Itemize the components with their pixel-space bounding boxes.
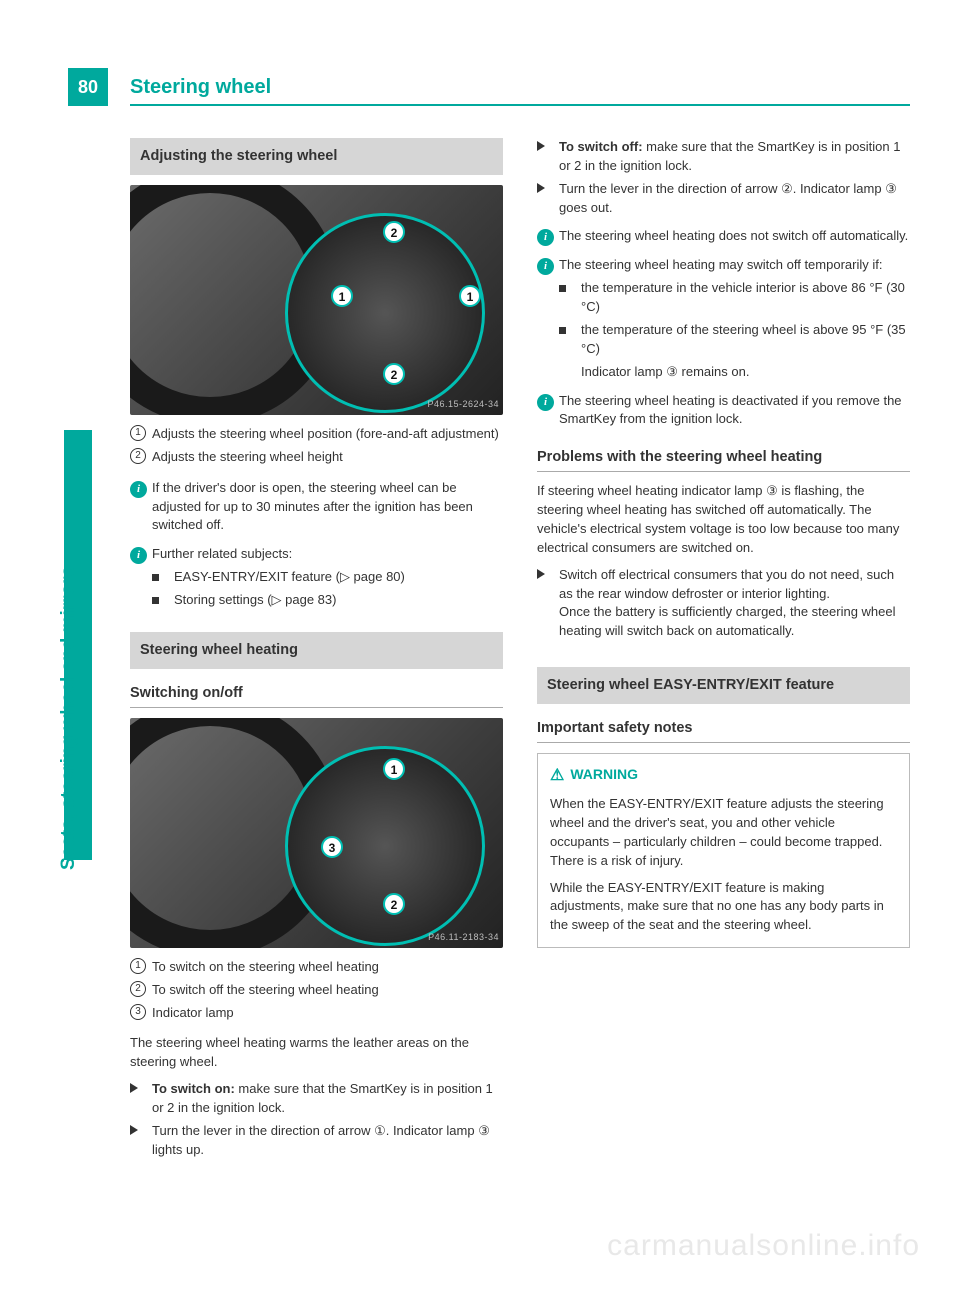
definition-list: 1 To switch on the steering wheel heatin…	[130, 958, 503, 1023]
sub-heading: Switching on/off	[130, 683, 503, 708]
info-item: i The steering wheel heating is deactiva…	[537, 392, 910, 430]
illustration-ref: P46.15-2624-34	[427, 398, 499, 411]
list-item: 1 Adjusts the steering wheel position (f…	[130, 425, 503, 444]
info-text: If the driver's door is open, the steeri…	[152, 479, 503, 536]
list-text: To switch on the steering wheel heating	[152, 958, 503, 977]
info-icon: i	[537, 258, 554, 275]
info-icon: i	[537, 394, 554, 411]
warning-icon: ⚠	[550, 764, 564, 787]
list-item: 3 Indicator lamp	[130, 1004, 503, 1023]
content-columns: Adjusting the steering wheel 1 2 1 2 P46…	[130, 138, 910, 1164]
body-text: If steering wheel heating indicator lamp…	[537, 482, 910, 557]
step-item: To switch on: make sure that the SmartKe…	[130, 1080, 503, 1118]
bullet-icon	[559, 327, 566, 334]
info-icon: i	[537, 229, 554, 246]
list-text: To switch off the steering wheel heating	[152, 981, 503, 1000]
side-section-label: Seats, steering wheel and mirrors	[55, 566, 83, 870]
step-item: Turn the lever in the direction of arrow…	[537, 180, 910, 218]
callout-2b: 2	[383, 363, 405, 385]
callout-marker: 2	[130, 448, 146, 464]
info-text: Further related subjects:	[152, 545, 503, 564]
step-text: To switch off: make sure that the SmartK…	[559, 138, 910, 176]
info-icon: i	[130, 481, 147, 498]
step-item: Switch off electrical consumers that you…	[537, 566, 910, 641]
info-text: The steering wheel heating may switch of…	[559, 256, 910, 275]
step-text: Turn the lever in the direction of arrow…	[152, 1122, 503, 1160]
callout-1: 1	[383, 758, 405, 780]
definition-list: 1 Adjusts the steering wheel position (f…	[130, 425, 503, 467]
watermark: carmanualsonline.info	[607, 1224, 920, 1268]
callout-marker: 2	[130, 981, 146, 997]
step-icon	[537, 569, 545, 579]
warning-text: When the EASY-ENTRY/EXIT feature adjusts…	[550, 795, 897, 870]
list-item: 1 To switch on the steering wheel heatin…	[130, 958, 503, 977]
left-column: Adjusting the steering wheel 1 2 1 2 P46…	[130, 138, 503, 1164]
list-text: Indicator lamp	[152, 1004, 503, 1023]
callout-1b: 1	[459, 285, 481, 307]
right-column: To switch off: make sure that the SmartK…	[537, 138, 910, 1164]
manual-page: carmanualsonline.info 80 Steering wheel …	[0, 0, 960, 1302]
callout-marker: 3	[130, 1004, 146, 1020]
steering-heating-illustration: 1 2 3 P46.11-2183-34	[130, 718, 503, 948]
info-item: i Further related subjects:	[130, 545, 503, 564]
section-heading: Adjusting the steering wheel	[130, 138, 503, 175]
list-text: EASY-ENTRY/EXIT feature (▷ page 80)	[174, 568, 503, 587]
list-text: the temperature in the vehicle interior …	[581, 279, 910, 317]
info-item: i If the driver's door is open, the stee…	[130, 479, 503, 536]
step-icon	[537, 183, 545, 193]
section-heading: Steering wheel EASY-ENTRY/EXIT feature	[537, 667, 910, 704]
list-item: 2 To switch off the steering wheel heati…	[130, 981, 503, 1000]
list-item: the temperature of the steering wheel is…	[559, 321, 910, 359]
callout-2: 2	[383, 221, 405, 243]
warning-text: While the EASY-ENTRY/EXIT feature is mak…	[550, 879, 897, 936]
sub-heading: Problems with the steering wheel heating	[537, 447, 910, 472]
step-text: Switch off electrical consumers that you…	[559, 566, 910, 641]
list-item: 2 Adjusts the steering wheel height	[130, 448, 503, 467]
callout-3: 3	[321, 836, 343, 858]
callout-marker: 1	[130, 958, 146, 974]
sub-heading: Important safety notes	[537, 718, 910, 743]
list-text: Indicator lamp ③ remains on.	[581, 363, 910, 382]
callout-2: 2	[383, 893, 405, 915]
callout-marker: 1	[130, 425, 146, 441]
list-text: Adjusts the steering wheel height	[152, 448, 503, 467]
list-text: Adjusts the steering wheel position (for…	[152, 425, 503, 444]
step-text: Turn the lever in the direction of arrow…	[559, 180, 910, 218]
step-icon	[537, 141, 545, 151]
bullet-icon	[152, 597, 159, 604]
header-rule	[130, 104, 910, 106]
list-item: Indicator lamp ③ remains on.	[559, 363, 910, 382]
info-item: i The steering wheel heating may switch …	[537, 256, 910, 275]
callout-1: 1	[331, 285, 353, 307]
info-item: i The steering wheel heating does not sw…	[537, 227, 910, 246]
step-item: Turn the lever in the direction of arrow…	[130, 1122, 503, 1160]
illustration-ref: P46.11-2183-34	[428, 931, 499, 944]
body-text: The steering wheel heating warms the lea…	[130, 1034, 503, 1072]
list-text: Storing settings (▷ page 83)	[174, 591, 503, 610]
section-heading: Steering wheel heating	[130, 632, 503, 669]
step-item: To switch off: make sure that the SmartK…	[537, 138, 910, 176]
list-item: the temperature in the vehicle interior …	[559, 279, 910, 317]
warning-box: ⚠WARNING When the EASY-ENTRY/EXIT featur…	[537, 753, 910, 948]
list-text: the temperature of the steering wheel is…	[581, 321, 910, 359]
list-item: EASY-ENTRY/EXIT feature (▷ page 80)	[152, 568, 503, 587]
step-text: To switch on: make sure that the SmartKe…	[152, 1080, 503, 1118]
bullet-icon	[559, 285, 566, 292]
step-icon	[130, 1125, 138, 1135]
nested-list: EASY-ENTRY/EXIT feature (▷ page 80) Stor…	[152, 568, 503, 610]
warning-heading: ⚠WARNING	[550, 764, 897, 787]
info-text: The steering wheel heating does not swit…	[559, 227, 910, 246]
info-text: The steering wheel heating is deactivate…	[559, 392, 910, 430]
bullet-icon	[152, 574, 159, 581]
nested-list: the temperature in the vehicle interior …	[559, 279, 910, 381]
page-number: 80	[68, 68, 108, 106]
page-title: Steering wheel	[130, 68, 271, 102]
steering-adjust-illustration: 1 2 1 2 P46.15-2624-34	[130, 185, 503, 415]
info-icon: i	[130, 547, 147, 564]
step-icon	[130, 1083, 138, 1093]
list-item: Storing settings (▷ page 83)	[152, 591, 503, 610]
